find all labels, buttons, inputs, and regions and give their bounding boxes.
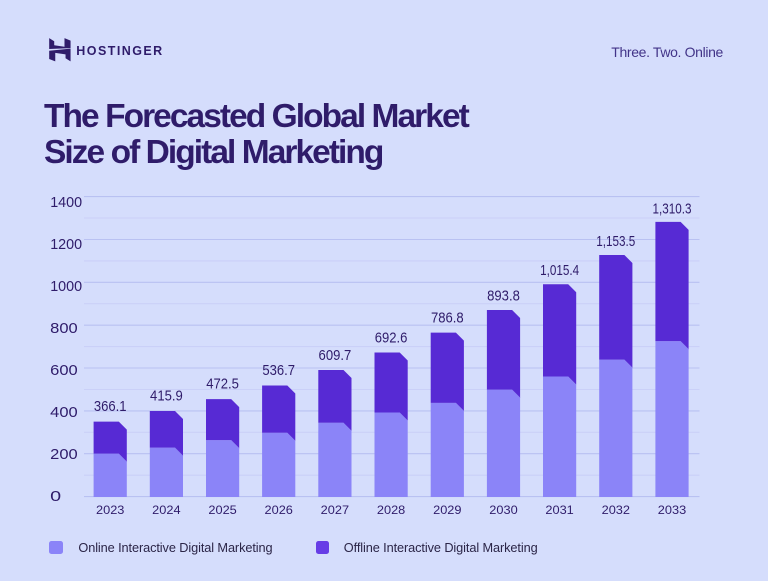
- svg-text:692.6: 692.6: [375, 329, 408, 346]
- svg-text:200: 200: [50, 446, 77, 463]
- svg-text:2032: 2032: [602, 503, 631, 517]
- svg-text:609.7: 609.7: [319, 347, 352, 364]
- svg-text:2030: 2030: [489, 503, 518, 517]
- svg-text:1,153.5: 1,153.5: [596, 233, 635, 250]
- svg-text:2023: 2023: [96, 503, 125, 517]
- svg-text:2029: 2029: [433, 503, 462, 517]
- svg-text:2027: 2027: [321, 503, 350, 517]
- svg-text:600: 600: [50, 362, 77, 379]
- svg-text:2025: 2025: [208, 503, 237, 517]
- svg-text:1,310.3: 1,310.3: [653, 200, 692, 217]
- svg-text:800: 800: [50, 320, 77, 337]
- svg-text:2024: 2024: [152, 503, 181, 517]
- svg-text:536.7: 536.7: [262, 362, 295, 379]
- svg-text:893.8: 893.8: [487, 287, 520, 304]
- svg-text:366.1: 366.1: [94, 398, 127, 415]
- svg-text:1200: 1200: [50, 236, 82, 253]
- svg-text:0: 0: [50, 488, 61, 505]
- svg-text:472.5: 472.5: [206, 376, 239, 393]
- svg-text:1400: 1400: [50, 194, 82, 211]
- svg-text:2031: 2031: [545, 503, 574, 517]
- svg-text:2028: 2028: [377, 503, 406, 517]
- svg-text:786.8: 786.8: [431, 310, 464, 327]
- svg-text:1,015.4: 1,015.4: [540, 262, 579, 279]
- svg-text:415.9: 415.9: [150, 388, 183, 405]
- svg-text:2033: 2033: [658, 503, 687, 517]
- svg-text:2026: 2026: [265, 503, 294, 517]
- svg-text:400: 400: [50, 404, 77, 421]
- svg-text:1000: 1000: [50, 278, 82, 295]
